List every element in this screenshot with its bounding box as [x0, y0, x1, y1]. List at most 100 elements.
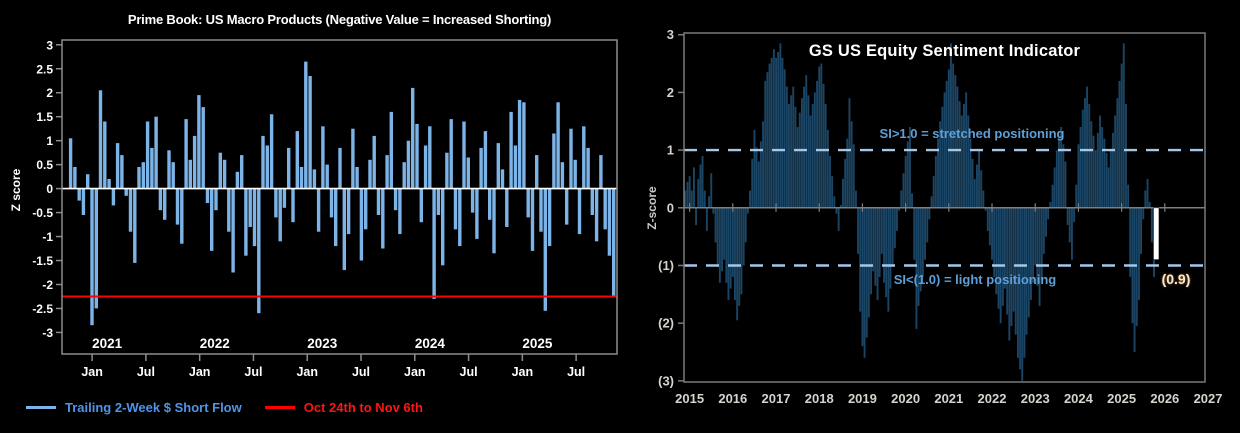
bar [603, 188, 607, 230]
gs-sentiment-chart: 3 2 1 0 (1) (2) (3)2015 2016 2017 2018 2019 2020 202… [658, 27, 1222, 406]
bar [967, 115, 970, 208]
bar [893, 207, 896, 249]
bar [926, 207, 929, 243]
bar [1012, 207, 1015, 312]
bar [530, 188, 535, 251]
bar [982, 190, 985, 208]
bar [282, 188, 287, 208]
bar [855, 190, 857, 208]
bar [1040, 207, 1043, 280]
bar [133, 188, 137, 263]
bar [837, 207, 840, 231]
bar [111, 188, 116, 206]
bar [115, 143, 120, 189]
bar [432, 188, 436, 299]
bar [505, 188, 509, 227]
bar [90, 188, 94, 326]
x-tick-label: Jan [189, 365, 211, 379]
bar [703, 190, 706, 208]
y-tick-label: 1.5 [36, 110, 53, 124]
bar [1118, 80, 1121, 208]
sentiment-bars [684, 43, 1155, 381]
bar [915, 207, 918, 329]
bar [1079, 127, 1082, 208]
bar [863, 207, 866, 358]
bar [991, 207, 993, 260]
y-tick-label: -2 [42, 278, 53, 292]
bar [419, 188, 423, 223]
bar [299, 167, 304, 189]
x-tick-label: 2026 [1150, 391, 1179, 406]
bar [913, 207, 916, 260]
bar [1034, 207, 1037, 266]
bar [701, 155, 704, 208]
x-tick-label: 2018 [805, 391, 834, 406]
bar [201, 107, 205, 189]
bar [1064, 161, 1067, 208]
bar [462, 121, 466, 189]
bar [1023, 207, 1026, 358]
bar [779, 43, 782, 208]
bar [231, 188, 235, 273]
bar [921, 207, 924, 277]
bar [783, 69, 786, 208]
bar [500, 169, 505, 189]
y-tick-label: 1 [667, 143, 674, 158]
y-tick-label: -0.5 [32, 206, 53, 220]
bar [835, 207, 838, 214]
bar [978, 150, 980, 208]
bar [705, 207, 708, 231]
bar [766, 72, 769, 208]
bar [919, 207, 922, 292]
bar [690, 190, 693, 208]
bar [1140, 207, 1142, 254]
bar [708, 196, 710, 208]
bar [120, 155, 124, 189]
bar [1062, 144, 1065, 208]
bar [94, 188, 98, 309]
bar [829, 155, 831, 208]
bar [861, 207, 864, 347]
bar [526, 188, 530, 218]
bar [988, 207, 991, 246]
x-tick-label: 2023 [1021, 391, 1050, 406]
bar [312, 169, 317, 189]
bar [475, 188, 479, 239]
bar [1066, 207, 1069, 226]
bar [1084, 98, 1086, 208]
bar [1122, 43, 1125, 208]
bar [865, 207, 868, 338]
bar [809, 115, 812, 208]
bar [612, 188, 616, 297]
bar [304, 61, 308, 189]
bar [1019, 207, 1022, 370]
x-tick-label: Jan [512, 365, 534, 379]
bar [880, 207, 883, 254]
bar [872, 207, 875, 272]
bar [325, 164, 329, 189]
bar [976, 164, 978, 208]
bar [889, 207, 892, 289]
bar [492, 188, 496, 254]
bar [831, 176, 834, 208]
bar [1150, 207, 1153, 243]
bar [714, 207, 717, 243]
bar [857, 207, 859, 254]
bar [98, 90, 103, 189]
bar [441, 188, 445, 266]
bar [522, 102, 526, 189]
bar [759, 141, 762, 208]
bar [128, 188, 133, 232]
bar [188, 159, 192, 189]
bar [820, 63, 823, 208]
bar [1099, 115, 1101, 208]
bar [1027, 207, 1030, 318]
y-tick-label: -3 [42, 326, 53, 340]
y-tick-label: 2.5 [36, 62, 53, 76]
bar [738, 207, 741, 306]
bar [1042, 207, 1045, 254]
bar [1060, 127, 1063, 208]
bar [411, 87, 415, 189]
y-tick-label: -2.5 [32, 302, 53, 316]
